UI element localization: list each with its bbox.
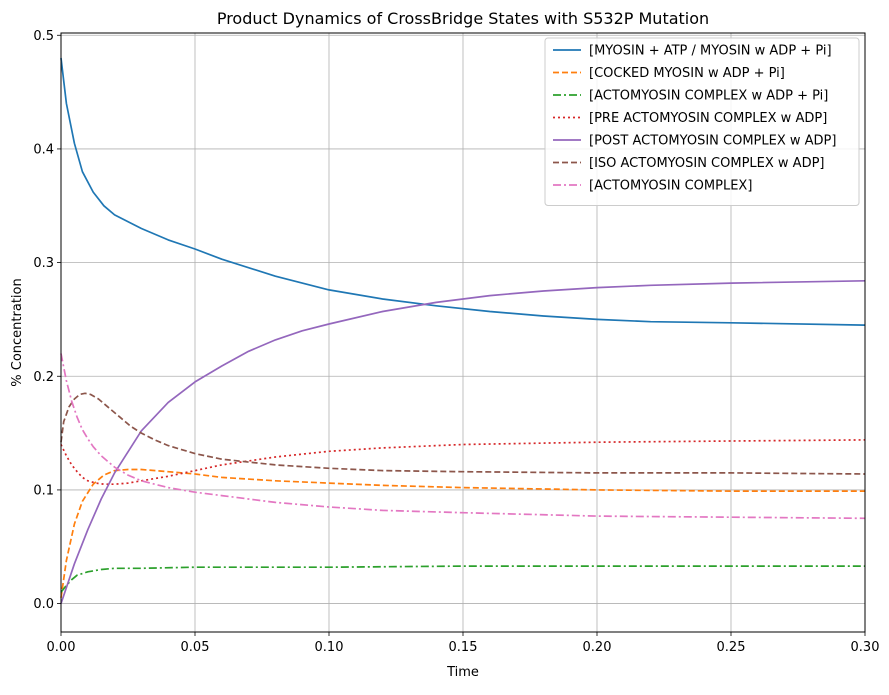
series-line-6 [60, 392, 866, 475]
series-line-5 [60, 279, 866, 604]
x-tick-label: 0.30 [851, 640, 880, 655]
x-tick-label: 0.15 [449, 640, 478, 655]
legend-label: [COCKED MYOSIN w ADP + Pi] [589, 66, 785, 81]
axis-ticks: 0.00 0.05 0.10 0.15 0.20 0.25 0.30 0.0 0.1 0.2 0.3… [33, 29, 879, 655]
x-tick-label: 0.10 [315, 640, 344, 655]
y-tick-label: 0.5 [33, 29, 54, 44]
y-tick-label: 0.2 [33, 370, 54, 385]
x-tick-label: 0.00 [47, 640, 76, 655]
chart-title: Product Dynamics of CrossBridge States w… [217, 9, 709, 28]
x-axis-title: Time [446, 665, 479, 680]
legend-label: [PRE ACTOMYOSIN COMPLEX w ADP] [589, 111, 827, 126]
legend: [MYOSIN + ATP / MYOSIN w ADP + Pi] [COCKE… [544, 37, 860, 206]
series-line-7 [60, 353, 866, 520]
x-tick-label: 0.05 [181, 640, 210, 655]
y-tick-label: 0.4 [33, 142, 54, 157]
series-line-2 [60, 468, 865, 599]
legend-label: [ACTOMYOSIN COMPLEX] [589, 179, 752, 194]
x-tick-label: 0.20 [583, 640, 612, 655]
y-tick-label: 0.0 [33, 597, 54, 612]
legend-label: [ISO ACTOMYOSIN COMPLEX w ADP] [589, 156, 825, 171]
series-line-3 [60, 565, 865, 593]
legend-label: [POST ACTOMYOSIN COMPLEX w ADP] [589, 134, 836, 149]
legend-box [544, 37, 860, 206]
y-tick-label: 0.3 [33, 256, 54, 271]
y-axis-title: % Concentration [10, 278, 25, 386]
x-tick-label: 0.25 [717, 640, 746, 655]
series-line-1 [60, 57, 866, 326]
series-line-4 [60, 439, 866, 486]
legend-label: [ACTOMYOSIN COMPLEX w ADP + Pi] [589, 89, 828, 104]
legend-label: [MYOSIN + ATP / MYOSIN w ADP + Pi] [589, 44, 832, 59]
y-tick-label: 0.1 [33, 483, 54, 498]
series-lines [60, 57, 866, 604]
